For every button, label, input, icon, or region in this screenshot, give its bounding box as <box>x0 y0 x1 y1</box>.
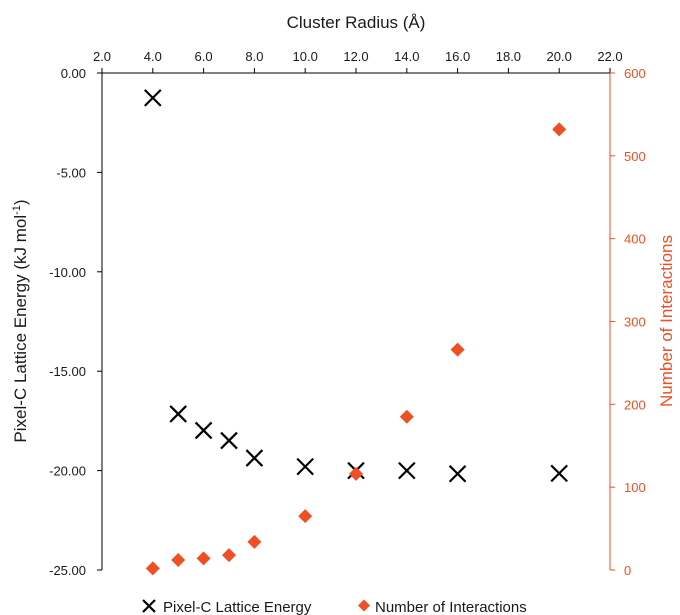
x-tick-label: 6.0 <box>195 49 213 64</box>
interactions-point <box>349 466 363 481</box>
y-axis-left-title: Pixel-C Lattice Energy (kJ mol-1) <box>11 199 30 442</box>
interactions-point <box>298 509 313 524</box>
legend: Pixel-C Lattice Energy Number of Interac… <box>142 599 527 615</box>
legend-label-energy: Pixel-C Lattice Energy <box>163 599 312 615</box>
x-tick-label: 22.0 <box>597 49 622 64</box>
energy-point <box>296 457 314 476</box>
interactions-point <box>171 553 186 568</box>
y-tick-label-left: -25.00 <box>49 563 86 578</box>
series-energy <box>144 89 568 483</box>
energy-point <box>550 464 568 483</box>
y-tick-label-left: -5.00 <box>56 165 86 180</box>
y-tick-label-left: -10.00 <box>49 265 86 280</box>
x-tick-label: 18.0 <box>496 49 521 64</box>
y-tick-label-left: -20.00 <box>49 464 86 479</box>
y-tick-label-right: 0 <box>624 563 631 578</box>
x-tick-label: 10.0 <box>293 49 318 64</box>
legend-marker-energy <box>142 599 156 613</box>
y-tick-label-right: 100 <box>624 480 646 495</box>
interactions-point <box>399 409 414 424</box>
x-tick-label: 8.0 <box>245 49 263 64</box>
y-tick-label-right: 400 <box>624 232 646 247</box>
energy-point <box>144 89 162 107</box>
energy-point <box>194 421 213 440</box>
y-tick-label-right: 500 <box>624 149 646 164</box>
y-tick-label-right: 200 <box>624 397 646 412</box>
interactions-point <box>450 342 465 357</box>
y-tick-label-right: 600 <box>624 66 646 81</box>
x-tick-label: 16.0 <box>445 49 470 64</box>
legend-marker-interactions <box>358 599 370 612</box>
data-marks <box>144 89 568 576</box>
x-tick-label: 12.0 <box>343 49 368 64</box>
interactions-point <box>145 561 160 576</box>
interactions-point <box>222 548 236 563</box>
interactions-point <box>247 534 262 549</box>
energy-point <box>448 465 467 483</box>
energy-point <box>245 449 264 467</box>
legend-label-interactions: Number of Interactions <box>375 599 527 615</box>
axes: 2.0 4.0 6.0 8.0 10.0 12.0 14.0 16.0 18.0 20.0 22.0… <box>49 49 646 578</box>
x-tick-label: 20.0 <box>547 49 572 64</box>
x-axis-title: Cluster Radius (Å) <box>287 13 426 32</box>
energy-point <box>169 405 187 423</box>
energy-point <box>398 461 416 480</box>
x-tick-label: 14.0 <box>394 49 419 64</box>
series-interactions <box>145 122 567 576</box>
energy-point <box>220 431 238 450</box>
interactions-point <box>552 122 567 137</box>
y-axis-right-title: Number of Interactions <box>657 235 676 407</box>
x-tick-label: 4.0 <box>144 49 162 64</box>
y-tick-label-right: 300 <box>624 315 646 330</box>
interactions-point <box>196 551 211 566</box>
x-tick-label: 2.0 <box>93 49 111 64</box>
y-tick-label-left: 0.00 <box>61 66 86 81</box>
y-tick-label-left: -15.00 <box>49 364 86 379</box>
